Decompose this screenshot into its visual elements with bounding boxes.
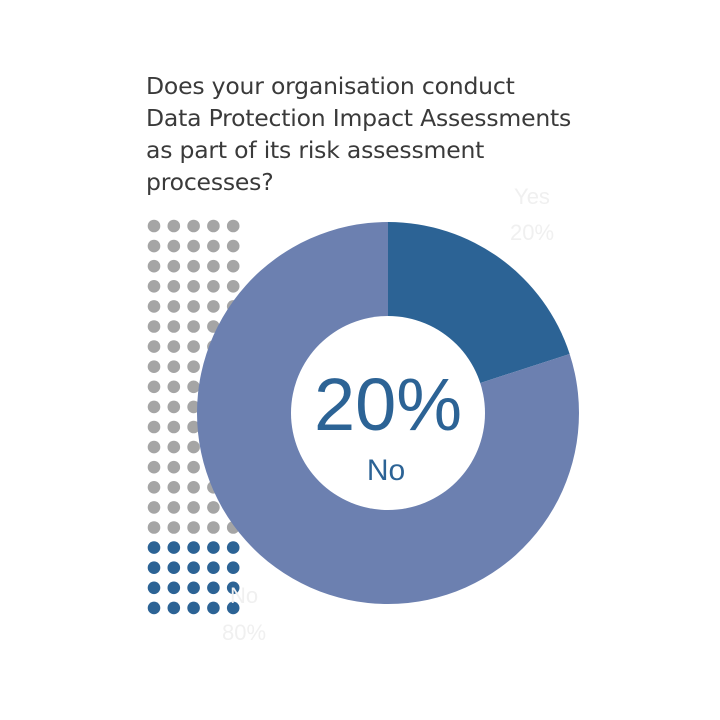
dot-other	[147, 219, 161, 233]
dot-other	[167, 320, 181, 333]
dot-other	[147, 521, 161, 534]
dot-other	[207, 521, 220, 534]
dot-other	[187, 340, 200, 353]
dot-other	[147, 420, 161, 434]
dot-highlighted	[187, 601, 200, 615]
dot-highlighted	[147, 581, 161, 595]
dot-highlighted	[167, 581, 181, 595]
dot-highlighted	[226, 561, 240, 574]
dot-other	[147, 501, 161, 514]
dot-other	[187, 380, 200, 394]
dot-other	[187, 259, 200, 273]
dot-other	[167, 481, 181, 494]
dot-other	[187, 420, 200, 434]
dot-highlighted	[167, 561, 181, 574]
dot-other	[187, 400, 200, 414]
slice-label-yes: Yes 20%	[510, 184, 554, 245]
dot-other	[167, 340, 181, 353]
chart-title-line-1: Does your organisation conduct	[146, 72, 515, 100]
dot-other	[187, 501, 200, 514]
dot-other	[207, 300, 220, 313]
dot-other	[147, 380, 161, 394]
dot-highlighted	[147, 541, 161, 554]
dot-highlighted	[167, 541, 181, 554]
dot-other	[226, 239, 240, 253]
dot-other	[147, 360, 161, 374]
dot-other	[187, 481, 200, 494]
dot-other	[167, 219, 181, 233]
dot-other	[207, 239, 220, 253]
dot-other	[167, 239, 181, 253]
dot-highlighted	[147, 601, 161, 615]
dot-other	[147, 280, 161, 293]
dot-other	[226, 219, 240, 233]
dot-other	[207, 280, 220, 293]
dot-other	[147, 400, 161, 414]
dot-other	[147, 460, 161, 474]
dot-other	[167, 460, 181, 474]
slice-label-no-name: No	[230, 583, 258, 608]
slice-label-yes-name: Yes	[514, 184, 550, 209]
dot-other	[167, 380, 181, 394]
center-label: No	[367, 454, 405, 487]
dot-other	[226, 259, 240, 273]
dot-other	[187, 440, 200, 454]
dot-highlighted	[167, 601, 181, 615]
dot-other	[167, 360, 181, 374]
slice-label-no-value: 80%	[222, 620, 266, 645]
dot-highlighted	[226, 581, 240, 595]
dot-highlighted	[207, 561, 220, 574]
dot-highlighted	[207, 581, 220, 595]
dot-highlighted	[226, 541, 240, 554]
dot-other	[147, 239, 161, 253]
dot-highlighted	[187, 581, 200, 595]
dot-other	[167, 300, 181, 313]
dot-other	[147, 440, 161, 454]
chart-title-line-2: Data Protection Impact Assessments	[146, 104, 572, 132]
slice-label-yes-value: 20%	[510, 220, 554, 245]
dot-other	[167, 521, 181, 534]
dot-other	[187, 239, 200, 253]
chart-title: Does your organisation conduct Data Prot…	[146, 70, 626, 198]
dot-other	[187, 360, 200, 374]
dot-other	[207, 501, 220, 514]
dot-highlighted	[226, 601, 240, 615]
dot-other	[147, 481, 161, 494]
dot-other	[167, 280, 181, 293]
dot-other	[167, 259, 181, 273]
dot-other	[167, 420, 181, 434]
dot-other	[167, 400, 181, 414]
dot-other	[147, 320, 161, 333]
dot-other	[207, 219, 220, 233]
dot-other	[207, 259, 220, 273]
slice-label-no: No 80%	[222, 583, 266, 645]
dot-highlighted	[207, 601, 220, 615]
dot-other	[187, 300, 200, 313]
dot-other	[167, 440, 181, 454]
dot-other	[187, 280, 200, 293]
dot-other	[147, 340, 161, 353]
dot-other	[147, 259, 161, 273]
dot-other	[147, 300, 161, 313]
dot-highlighted	[207, 541, 220, 554]
center-value: 20%	[314, 363, 462, 446]
dot-other	[187, 521, 200, 534]
dot-other	[167, 501, 181, 514]
dot-other	[187, 219, 200, 233]
chart-title-line-3: as part of its risk assessment	[146, 136, 485, 164]
donut-center-hole	[291, 316, 485, 510]
dot-other	[187, 320, 200, 333]
dot-other	[226, 280, 240, 293]
chart-title-line-4: processes?	[146, 168, 274, 196]
dot-highlighted	[187, 561, 200, 574]
dot-highlighted	[187, 541, 200, 554]
dot-highlighted	[147, 561, 161, 574]
dot-other	[187, 460, 200, 474]
